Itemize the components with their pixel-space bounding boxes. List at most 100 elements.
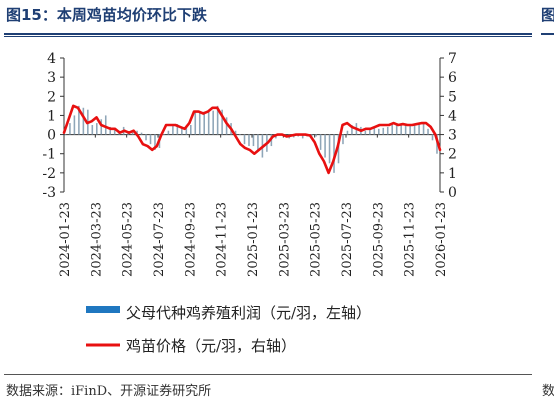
left-axis-tick-label: -2 (42, 166, 56, 182)
profit-bars (64, 105, 438, 173)
profit-bar (418, 123, 420, 135)
profit-bar (378, 128, 380, 135)
profit-bar (351, 125, 353, 135)
profit-bar (131, 132, 134, 135)
profit-bar (216, 105, 219, 135)
x-axis-date-label: 2025-07-23 (340, 202, 355, 277)
profit-bar (257, 134, 259, 150)
profit-bar (373, 126, 376, 135)
x-axis-date-label: 2026-01-23 (434, 202, 449, 277)
profit-bar (234, 130, 237, 135)
x-axis-date-label: 2024-11-23 (215, 202, 230, 277)
profit-bar (82, 107, 85, 135)
profit-bar (176, 124, 179, 135)
profit-bar (207, 111, 210, 135)
right-axis-tick-label: 5 (448, 89, 457, 105)
profit-bar (225, 117, 228, 135)
profit-bar (190, 125, 192, 135)
profit-bar (346, 130, 349, 135)
right-axis-tick-label: 6 (448, 70, 457, 86)
legend-label-price: 鸡苗价格（元/羽，右轴） (126, 337, 296, 355)
price-line (62, 104, 442, 175)
profit-bar (328, 134, 331, 164)
profit-bar (427, 128, 429, 135)
profit-bar (301, 134, 304, 139)
left-axis-tick-label: 1 (47, 108, 56, 124)
profit-bar (203, 111, 205, 135)
profit-bar (248, 134, 250, 147)
profit-bar (386, 126, 389, 135)
profit-bar (404, 125, 407, 135)
left-axis-tick-label: -3 (42, 185, 56, 201)
chart-axes: 4 3 2 1 0 -1 -2 -3 7 6 5 4 3 2 1 0 2024-01-23 2024-03-23 2… (42, 51, 457, 277)
title-rule-thin (4, 36, 532, 37)
source-note: 数据来源：iFinD、开源证券研究所 (6, 384, 212, 399)
left-axis-tick-label: 2 (47, 89, 56, 105)
legend-swatch-profit (86, 306, 120, 313)
profit-bar (149, 134, 152, 145)
left-axis-tick-label: 0 (47, 128, 56, 144)
left-axis-tick-label: 4 (47, 51, 56, 67)
left-axis-tick-label: -1 (42, 147, 56, 163)
x-axis-date-label: 2024-05-23 (121, 202, 136, 277)
profit-bar (78, 105, 80, 135)
profit-bar (382, 127, 385, 135)
x-axis-date-label: 2024-09-23 (183, 202, 198, 277)
right-axis-tick-label: 3 (448, 128, 457, 144)
profit-bar (167, 130, 170, 135)
x-axis-date-label: 2025-01-23 (246, 202, 261, 277)
profit-bar (324, 134, 326, 158)
legend-label-profit: 父母代种鸡养殖利润（元/羽，左轴） (126, 304, 371, 322)
figure-title: 图15：本周鸡苗均价环比下跌 (6, 6, 207, 24)
profit-bar (73, 115, 76, 135)
x-axis-date-label: 2024-01-23 (58, 202, 73, 277)
right-axis-tick-label: 2 (448, 147, 457, 163)
profit-bar (104, 115, 107, 135)
profit-bar (333, 134, 335, 173)
profit-bar (342, 134, 344, 145)
profit-bar (100, 119, 103, 135)
profit-bar (395, 123, 398, 135)
profit-bar (431, 134, 434, 141)
price-line-path (62, 104, 442, 175)
profit-bar (221, 109, 223, 135)
profit-bar (69, 123, 71, 135)
x-axis-date-label: 2025-05-23 (309, 202, 324, 277)
profit-bar (422, 123, 425, 135)
left-axis-tick-label: 3 (47, 70, 56, 86)
profit-bar (136, 130, 138, 135)
x-axis-date-label: 2025-03-23 (277, 202, 292, 277)
x-axis-date-label: 2025-11-23 (403, 202, 418, 277)
profit-bar (243, 134, 246, 145)
profit-bar (163, 134, 165, 136)
profit-bar (391, 125, 393, 135)
chart-area: 4 3 2 1 0 -1 -2 -3 7 6 5 4 3 2 1 0 2024-01-23 2024-03-23 2… (42, 51, 457, 355)
profit-bar (140, 132, 143, 135)
profit-bar (319, 134, 322, 150)
profit-bar (181, 126, 183, 135)
profit-bar (113, 127, 116, 135)
next-source-fragment: 数 (542, 384, 554, 399)
source-rule (4, 374, 532, 375)
profit-bar (154, 134, 156, 150)
profit-bar (212, 110, 214, 135)
right-axis-tick-label: 1 (448, 166, 457, 182)
profit-bar (145, 134, 147, 141)
profit-bar (337, 134, 340, 164)
next-figure-title-fragment: 图 (541, 6, 554, 24)
profit-bar (109, 126, 111, 135)
right-axis-tick-label: 7 (448, 51, 457, 67)
profit-bar (198, 112, 201, 135)
chart-legend: 父母代种鸡养殖利润（元/羽，左轴） 鸡苗价格（元/羽，右轴） (86, 304, 371, 355)
next-figure-rule (541, 33, 554, 35)
right-axis-tick-label: 4 (448, 108, 457, 124)
right-axis-tick-label: 0 (448, 185, 457, 201)
profit-bar (252, 134, 255, 147)
profit-bar (315, 134, 317, 137)
x-axis-date-label: 2025-09-23 (371, 202, 386, 277)
x-axis-date-label: 2024-03-23 (89, 202, 104, 277)
profit-bar (96, 123, 98, 135)
profit-bar (64, 134, 67, 136)
profit-bar (172, 125, 174, 135)
title-rule (4, 33, 532, 35)
